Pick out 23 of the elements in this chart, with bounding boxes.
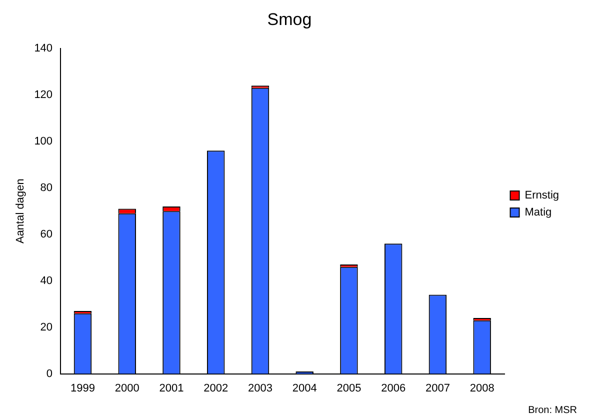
y-tick-label: 80 (40, 182, 53, 194)
x-tick-label: 1999 (70, 382, 95, 394)
legend-label: Ernstig (524, 190, 560, 202)
y-tick-label: 60 (40, 228, 53, 240)
y-tick-label: 40 (40, 274, 53, 287)
y-tick-label: 100 (34, 135, 53, 148)
text: Bron: MSR (528, 405, 577, 416)
x-tick-label: 2000 (114, 382, 140, 394)
y-tick-label: 20 (40, 321, 53, 334)
y-axis-title: Aantal dagen (14, 178, 27, 244)
x-tick-label: 2005 (336, 382, 362, 394)
y-tick-label: 120 (34, 88, 53, 101)
y-tick-label: 140 (34, 42, 53, 54)
x-tick-label: 2003 (248, 382, 272, 394)
x-tick-label: 2001 (159, 382, 184, 394)
legend-label: Matig (524, 206, 552, 219)
x-tick-label: 2006 (381, 382, 406, 394)
chart-title: Smog (267, 10, 312, 29)
x-tick-label: 2007 (425, 382, 450, 394)
x-tick-label: 2004 (292, 382, 317, 394)
y-tick-label: 0 (46, 368, 53, 380)
x-tick-label: 2002 (204, 382, 228, 394)
x-tick-label: 2008 (470, 382, 494, 394)
